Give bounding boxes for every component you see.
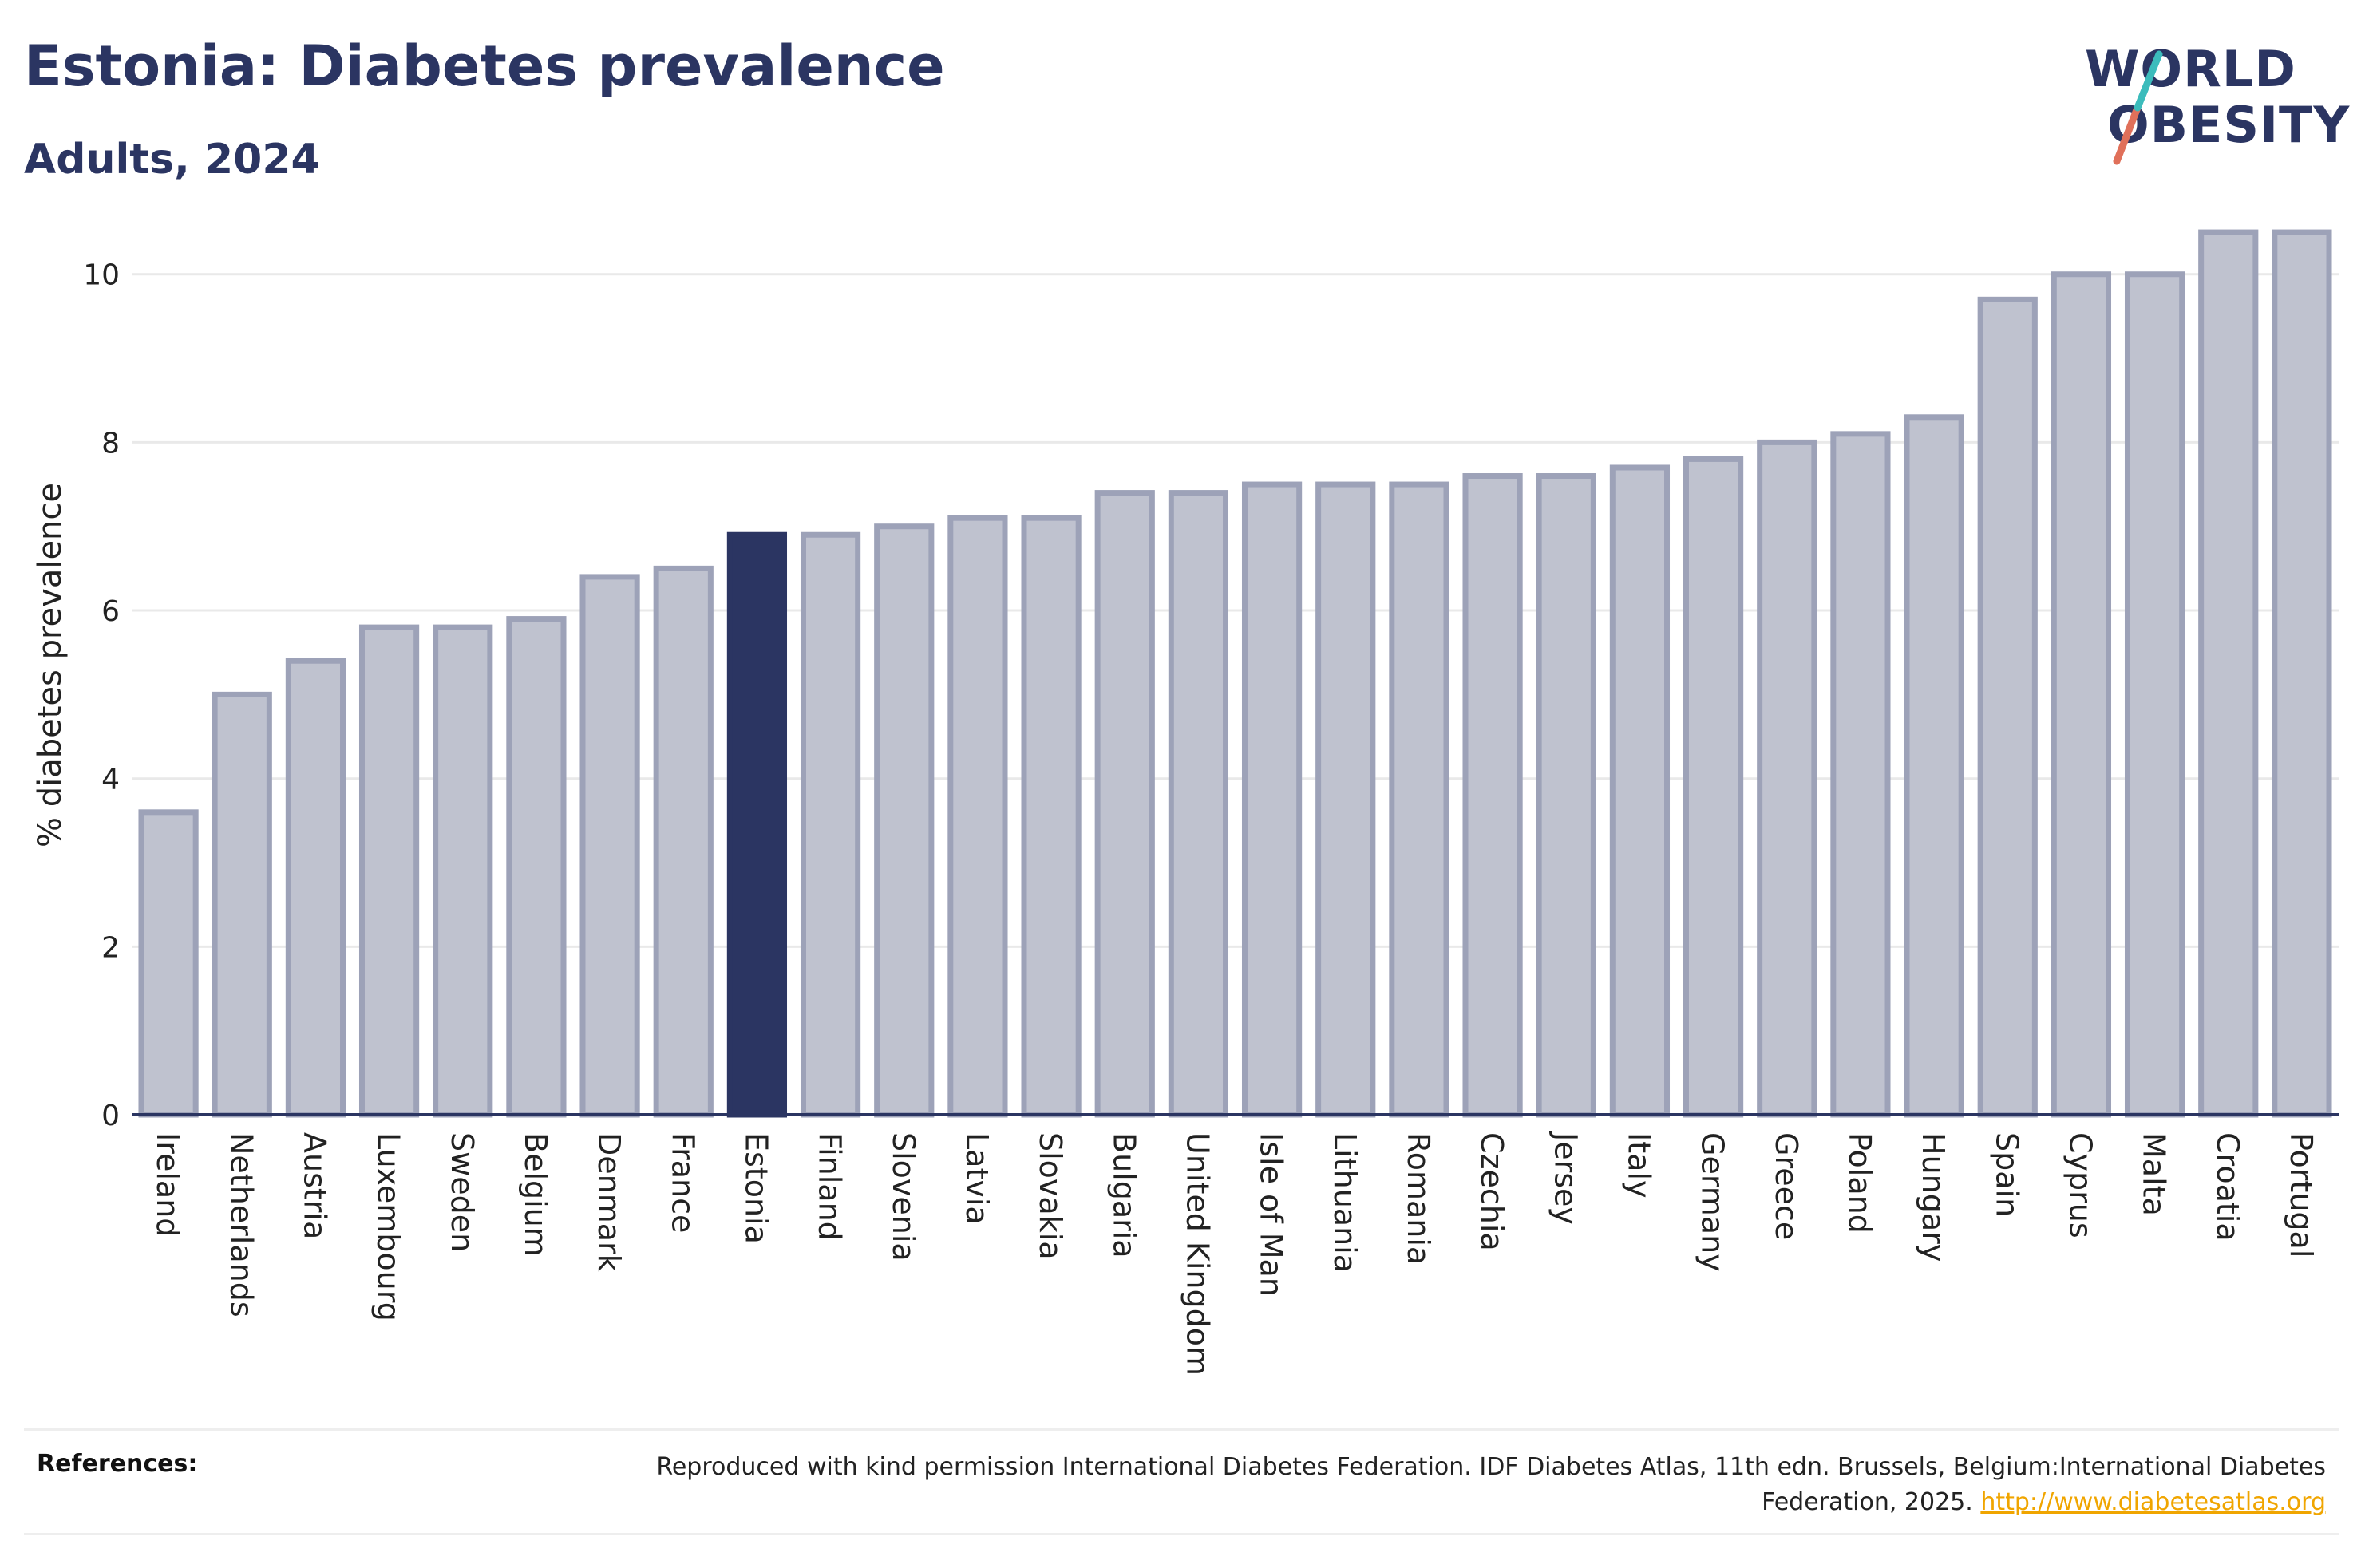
x-tick-label: Lithuania (1327, 1132, 1362, 1273)
y-tick-label: 6 (101, 595, 120, 628)
x-tick-label: Ireland (150, 1132, 185, 1237)
x-tick-label: Germany (1695, 1132, 1730, 1272)
logo-word-2: OBESITY (2107, 96, 2351, 154)
bar-finland (800, 531, 861, 1118)
x-tick-label: Estonia (738, 1132, 773, 1244)
x-tick-label: Italy (1621, 1132, 1656, 1198)
bar-bulgaria (1094, 490, 1155, 1118)
x-tick-label: Greece (1769, 1132, 1804, 1240)
bar-jersey (1536, 473, 1596, 1118)
references-label: References: (37, 1450, 198, 1478)
bar-spain (1977, 296, 2038, 1118)
bar-croatia (2198, 229, 2259, 1118)
bar-lithuania (1315, 481, 1376, 1118)
bar-germany (1683, 456, 1744, 1118)
bar-greece (1757, 439, 1817, 1118)
x-tick-label: Belgium (518, 1132, 553, 1257)
y-axis-label: % diabetes prevalence (32, 483, 69, 847)
bar-netherlands (212, 691, 272, 1118)
x-tick-label: Jersey (1548, 1131, 1583, 1225)
references-citation: Reproduced with kind permission Internat… (656, 1453, 2326, 1516)
x-tick-label: France (665, 1132, 700, 1233)
references-footer: References: Reproduced with kind permiss… (24, 1428, 2339, 1535)
world-obesity-logo: WORLD OBESITY (2083, 24, 2351, 168)
bar-denmark (579, 574, 640, 1118)
x-tick-label: Malta (2137, 1132, 2172, 1216)
x-tick-label: Slovenia (886, 1132, 921, 1262)
y-tick-label: 2 (101, 931, 120, 964)
bar-slovenia (874, 523, 935, 1118)
bar-ireland (138, 809, 199, 1118)
bar-estonia (726, 531, 788, 1118)
x-tick-label: Slovakia (1033, 1132, 1068, 1260)
x-tick-label: Denmark (591, 1132, 627, 1272)
bar-italy (1609, 464, 1671, 1118)
y-tick-label: 0 (101, 1100, 120, 1132)
chart-title: Estonia: Diabetes prevalence (24, 34, 945, 99)
x-tick-label: Sweden (445, 1132, 480, 1252)
x-tick-label: Finland (813, 1132, 848, 1241)
x-tick-label: Croatia (2210, 1132, 2245, 1242)
bar-sweden (433, 624, 493, 1118)
x-tick-label: Romania (1401, 1132, 1436, 1265)
bar-chart: 0 2 4 6 8 10 % diabetes prevalence Ireland Nethe… (32, 229, 2339, 1376)
bar-france (653, 565, 714, 1118)
bar-united-kingdom (1168, 490, 1229, 1118)
bar-isle-of-man (1241, 481, 1303, 1118)
bar-portugal (2272, 229, 2332, 1118)
bar-belgium (506, 616, 567, 1118)
bar-hungary (1904, 414, 1964, 1118)
x-tick-label: United Kingdom (1180, 1132, 1215, 1376)
bar-luxembourg (358, 624, 420, 1118)
y-tick-label: 10 (83, 259, 120, 292)
logo-word-1: WORLD (2085, 40, 2296, 98)
y-tick-label: 4 (101, 764, 120, 796)
x-tick-label: Czechia (1474, 1132, 1509, 1251)
x-tick-label: Austria (297, 1132, 332, 1239)
x-tick-label: Netherlands (223, 1132, 259, 1317)
bar-romania (1389, 481, 1449, 1118)
references-text: Reproduced with kind permission Internat… (570, 1450, 2326, 1520)
bar-cyprus (2051, 271, 2112, 1118)
logo-slash-icon (2113, 50, 2163, 165)
x-tick-label: Luxembourg (371, 1132, 406, 1321)
bar-slovakia (1021, 515, 1082, 1118)
bar-malta (2124, 271, 2185, 1118)
x-tick-label: Poland (1842, 1132, 1877, 1234)
x-tick-label: Bulgaria (1106, 1132, 1141, 1258)
bar-czechia (1462, 473, 1523, 1118)
x-tick-label: Latvia (959, 1132, 995, 1225)
x-tick-label: Cyprus (2062, 1132, 2098, 1238)
references-link[interactable]: http://www.diabetesatlas.org (1980, 1488, 2326, 1516)
x-tick-label: Spain (1989, 1132, 2024, 1217)
x-tick-label: Isle of Man (1254, 1132, 1289, 1297)
bar-austria (285, 658, 346, 1118)
bar-poland (1830, 431, 1891, 1118)
bar-latvia (947, 515, 1008, 1118)
chart-subtitle: Adults, 2024 (24, 136, 320, 184)
x-tick-label: Hungary (1916, 1132, 1951, 1262)
y-tick-label: 8 (101, 427, 120, 460)
x-tick-label: Portugal (2284, 1132, 2319, 1258)
